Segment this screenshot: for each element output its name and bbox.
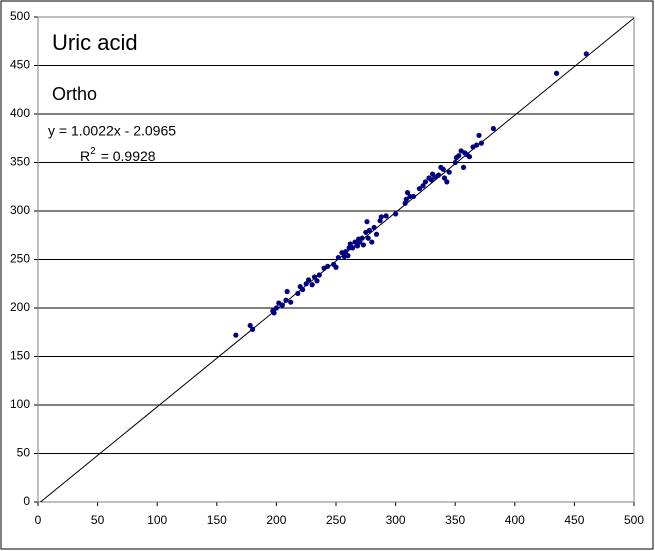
data-point — [314, 278, 320, 284]
r-squared: R2 = 0.9928 — [80, 146, 156, 164]
y-tick-label: 250 — [10, 252, 30, 266]
data-point — [350, 245, 356, 251]
data-point — [300, 286, 306, 293]
data-point — [249, 326, 256, 332]
data-point — [583, 51, 589, 57]
data-point — [342, 249, 349, 255]
data-point — [369, 239, 375, 245]
data-point — [309, 282, 315, 288]
data-point — [273, 305, 279, 311]
r2-sup: 2 — [90, 146, 96, 157]
x-tick-label: 50 — [91, 513, 105, 527]
data-point — [422, 179, 428, 185]
data-point — [416, 186, 423, 192]
r2-prefix: R — [80, 148, 90, 164]
y-tick-label: 350 — [10, 155, 30, 169]
x-tick-label: 0 — [35, 513, 42, 527]
data-point — [410, 193, 417, 200]
data-point — [428, 177, 434, 183]
data-point — [333, 264, 339, 270]
x-tick-label: 400 — [505, 513, 525, 527]
x-tick-label: 500 — [624, 513, 644, 527]
x-tick-label: 200 — [266, 513, 286, 527]
data-point — [357, 239, 363, 245]
data-point — [456, 153, 462, 159]
data-point — [284, 288, 290, 295]
x-tick-label: 100 — [147, 513, 167, 527]
data-point — [360, 242, 367, 248]
y-tick-label: 50 — [17, 446, 31, 460]
equation: y = 1.0022x - 2.0965 — [48, 123, 176, 139]
y-tick-label: 0 — [23, 494, 30, 508]
data-point — [373, 231, 380, 237]
data-point — [247, 322, 253, 329]
data-point — [383, 213, 389, 219]
data-point — [233, 332, 239, 338]
data-point — [271, 310, 277, 316]
data-point — [352, 239, 358, 245]
data-point — [316, 272, 322, 278]
data-point — [404, 189, 411, 196]
data-point — [490, 125, 496, 132]
data-point — [460, 164, 467, 170]
r2-value: = 0.9928 — [101, 148, 156, 164]
data-point — [476, 132, 482, 138]
data-point — [435, 172, 442, 178]
data-point — [364, 219, 370, 225]
data-point — [366, 227, 372, 233]
chart-title: Uric acid — [52, 30, 138, 55]
data-point — [335, 254, 341, 261]
data-point — [403, 196, 409, 202]
data-point — [359, 235, 365, 241]
data-point — [444, 179, 450, 185]
data-point — [365, 235, 371, 241]
y-tick-label: 200 — [10, 300, 30, 314]
data-point — [347, 241, 353, 247]
data-point — [325, 263, 331, 269]
data-point — [452, 159, 458, 166]
data-point — [393, 211, 399, 217]
data-point — [371, 224, 377, 231]
data-point — [474, 142, 480, 148]
y-tick-label: 300 — [10, 203, 30, 217]
data-point — [407, 193, 413, 200]
y-tick-label: 400 — [10, 106, 30, 120]
data-point — [446, 169, 452, 175]
data-point — [378, 214, 384, 220]
x-tick-label: 350 — [445, 513, 465, 527]
plot-area — [37, 16, 635, 503]
x-tick-label: 450 — [564, 513, 584, 527]
data-point — [295, 290, 301, 297]
data-point — [311, 274, 318, 280]
data-point — [345, 253, 351, 259]
chart-subtitle: Ortho — [52, 84, 97, 104]
y-tick-label: 100 — [10, 397, 30, 411]
data-point — [466, 154, 473, 160]
data-point — [303, 281, 309, 287]
y-tick-label: 150 — [10, 349, 30, 363]
x-tick-label: 250 — [326, 513, 346, 527]
data-point — [440, 166, 446, 172]
data-point — [354, 243, 361, 249]
trendline — [39, 17, 634, 502]
data-point — [283, 297, 289, 303]
x-tick-label: 300 — [386, 513, 406, 527]
data-point — [420, 183, 426, 189]
data-point — [478, 140, 485, 146]
x-tick-label: 150 — [207, 513, 227, 527]
data-point — [288, 299, 294, 305]
data-point — [553, 70, 560, 76]
y-tick-label: 450 — [10, 58, 30, 72]
data-point — [441, 175, 448, 181]
y-tick-label: 500 — [10, 9, 30, 23]
data-point — [279, 302, 285, 308]
data-point — [305, 277, 312, 283]
